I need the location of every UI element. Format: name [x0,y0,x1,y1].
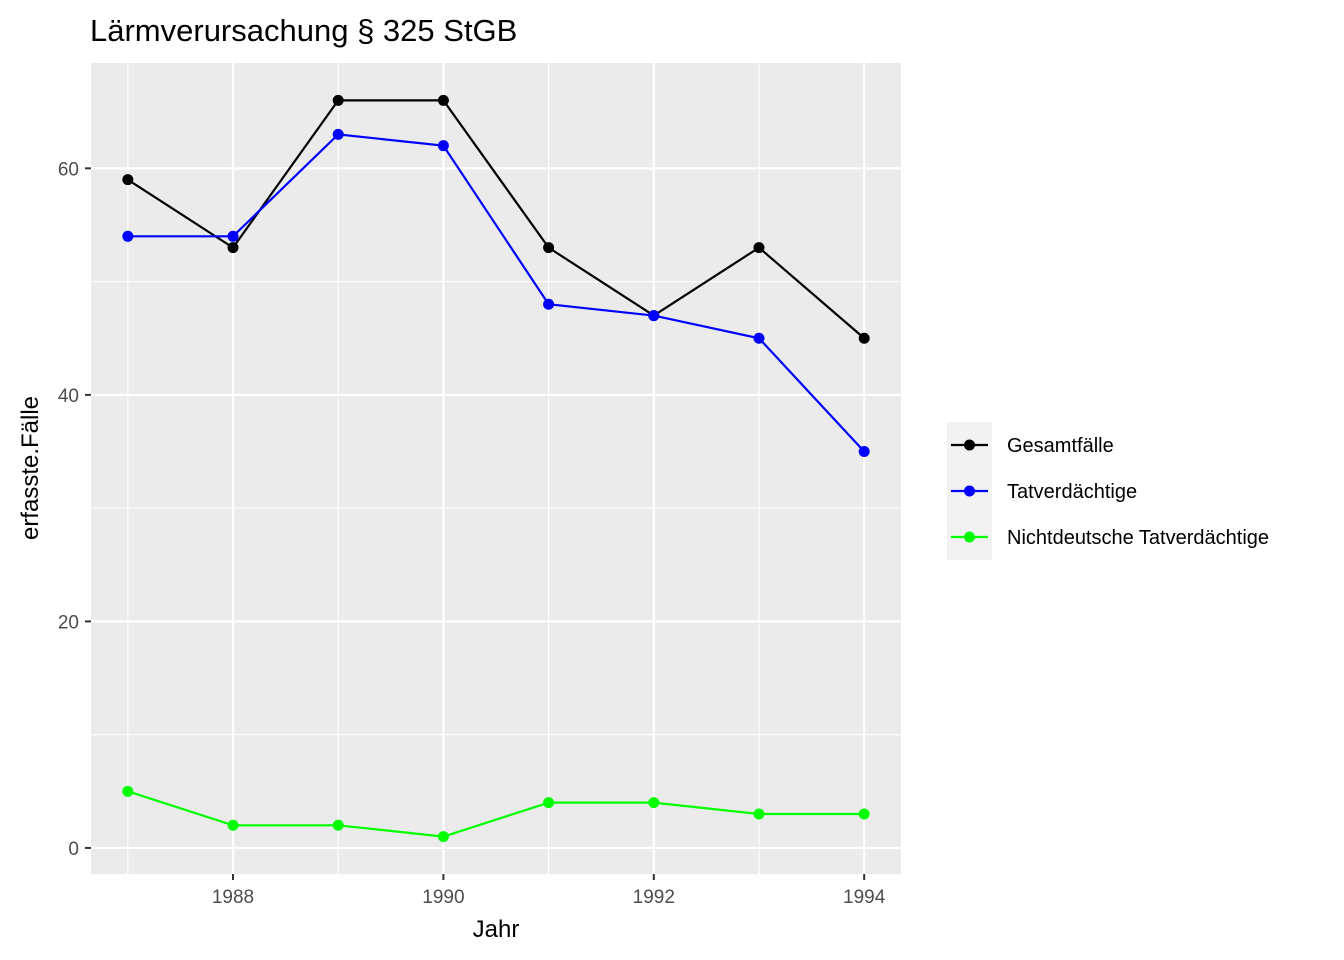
y-tick-label: 0 [68,839,79,860]
data-point [753,332,765,344]
grid-minor [91,63,901,874]
data-point [332,819,344,831]
legend-key-point [964,439,975,451]
data-point [437,140,449,152]
series-layer [122,94,870,843]
plot-panel [91,63,901,874]
data-point [332,94,344,106]
grid-major [91,63,901,874]
data-point [753,242,765,254]
data-point [753,808,765,820]
data-point [858,446,870,458]
x-tick-label: 1990 [422,887,464,908]
data-point [543,797,555,809]
data-point [332,128,344,140]
y-tick-label: 20 [58,612,79,633]
data-point [648,797,660,809]
legend-label: Tatverdächtige [1007,481,1137,503]
series-line-2 [127,133,865,453]
legend: Gesamtfälle Tatverdächtige Nichtdeutsche T… [947,422,1269,560]
data-point [122,230,134,242]
data-point [122,174,134,186]
legend-label: Nichtdeutsche Tatverdächtige [1007,527,1269,549]
legend-label: Gesamtfälle [1007,435,1114,457]
chart-title: Lärmverursachung § 325 StGB [90,13,517,48]
data-point [858,808,870,820]
y-tick-label: 40 [58,386,79,407]
data-point [437,94,449,106]
data-point [543,298,555,310]
data-point [648,310,660,322]
x-axis-title: Jahr [473,916,520,943]
x-tick-label: 1992 [633,887,675,908]
legend-key-point [964,485,975,497]
legend-key-point [964,531,975,543]
axes: 0 20 40 60 1988 1990 1992 1994 [58,159,886,908]
data-point [227,242,239,254]
x-tick-label: 1988 [212,887,254,908]
series-line-3 [127,790,865,838]
y-tick-label: 60 [58,159,79,180]
data-point [858,332,870,344]
y-axis-title: erfasste.Fälle [17,396,44,540]
data-point [227,230,239,242]
data-point [437,831,449,843]
x-tick-label: 1994 [843,887,886,908]
data-point [122,785,134,797]
data-point [227,819,239,831]
data-point [543,242,555,254]
series-line-1 [127,99,865,340]
